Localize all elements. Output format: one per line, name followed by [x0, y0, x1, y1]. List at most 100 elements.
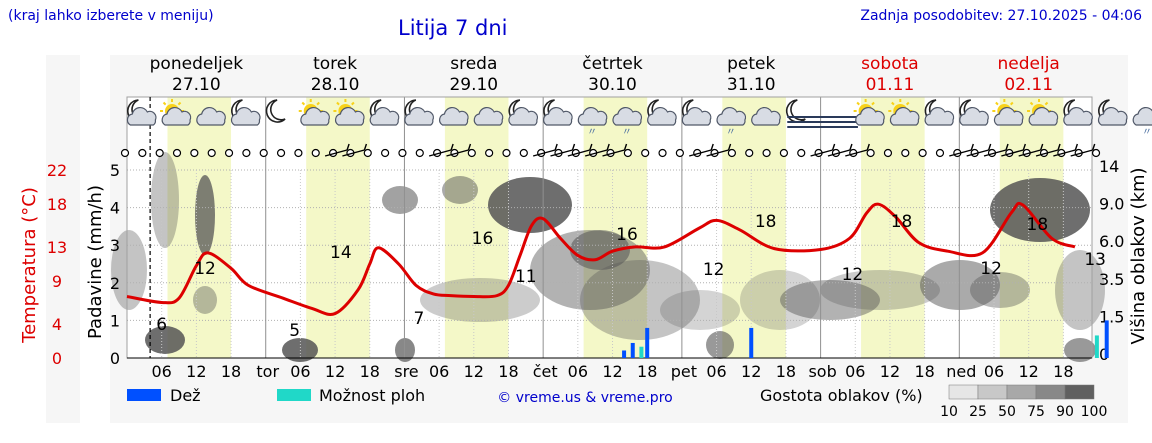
temp-value-label: 11 — [515, 267, 537, 287]
shower-bar — [1094, 335, 1099, 358]
x-hour-label: 12 — [464, 362, 484, 381]
x-hour-label: 12 — [880, 362, 900, 381]
precip-axis-title: Padavine (mm/h) — [85, 185, 106, 339]
day-name: petek — [727, 54, 775, 74]
svg-text:〃: 〃 — [587, 127, 597, 138]
precip-tick-label: 3 — [110, 236, 120, 255]
cloud-patch — [111, 230, 147, 310]
wind-calm-circle — [502, 148, 511, 158]
cloud-patch — [395, 338, 415, 362]
wind-barb — [1035, 149, 1059, 157]
x-hour-label: 12 — [186, 362, 206, 381]
wind-calm-circle — [675, 148, 684, 158]
sun-cloud-icon — [1027, 99, 1059, 126]
sun-cloud-icon — [298, 99, 330, 126]
moon-cloud-icon — [404, 99, 434, 126]
legend-shower-label: Možnost ploh — [319, 386, 425, 405]
temp-tick-label: 9 — [52, 272, 62, 291]
precip-tick-label: 2 — [110, 274, 120, 293]
wind-barb — [342, 149, 365, 157]
rain-bar — [749, 327, 754, 358]
temp-value-label: 12 — [842, 265, 864, 285]
temp-value-labels: 6 12 5 14 7 16 11 16 12 18 12 18 12 13 18 — [156, 212, 1106, 341]
wind-calm-circle — [641, 148, 650, 158]
cloud-legend-title: Gostota oblakov (%) — [760, 386, 923, 405]
x-hour-label: 18 — [1053, 362, 1073, 381]
wind-calm-circle — [294, 148, 303, 158]
cloud-legend-level: 50 — [998, 404, 1016, 420]
cloud-legend-level: 25 — [969, 404, 987, 420]
temp-axis-title: Temperatura (°C) — [19, 187, 40, 344]
wind-barb — [827, 149, 851, 157]
temp-value-label: 5 — [289, 321, 300, 341]
x-hour-label: 18 — [360, 362, 380, 381]
cloud-icon — [473, 106, 504, 126]
temp-value-label: 6 — [156, 315, 167, 335]
x-hour-label: 06 — [706, 362, 726, 381]
cloud-height-tick-label: 3.5 — [1099, 270, 1124, 289]
wind-calm-circle — [398, 148, 407, 158]
x-hour-label: 18 — [914, 362, 934, 381]
wind-barb — [567, 149, 591, 157]
temp-value-label: 18 — [891, 212, 913, 232]
daylight-band — [861, 97, 925, 358]
svg-text:〃: 〃 — [622, 127, 632, 138]
temperature-line — [126, 201, 1076, 316]
cloud-patch — [706, 331, 734, 359]
day-date: 02.11 — [1004, 75, 1053, 95]
svg-text:〃: 〃 — [1142, 127, 1152, 138]
sun-cloud-icon — [888, 99, 920, 126]
svg-text:〃: 〃 — [726, 127, 736, 138]
cloud-legend-level: 75 — [1027, 404, 1045, 420]
cloud-patch — [1064, 338, 1096, 362]
daylight-band — [444, 97, 509, 358]
precip-bars — [622, 320, 1109, 358]
rain-cloud-icon: 〃 — [716, 106, 747, 138]
wind-calm-circle — [138, 148, 147, 158]
temp-value-label: 7 — [413, 309, 424, 329]
wind-calm-circle — [779, 148, 789, 158]
wind-barb — [845, 149, 868, 157]
day-name: ponedeljek — [150, 54, 244, 74]
temp-tick-label: 22 — [47, 161, 67, 180]
cloud-icon — [196, 106, 226, 126]
cloud-patch — [970, 272, 1030, 308]
wind-calm-circle — [935, 148, 945, 158]
shower-bar — [639, 346, 644, 358]
precip-tick-label: 4 — [110, 199, 120, 218]
legend-shower-swatch — [277, 389, 311, 401]
temp-tick-label: 4 — [52, 315, 62, 334]
wind-barb — [446, 149, 469, 157]
wind-calm-circle — [797, 148, 806, 158]
moon-cloud-icon — [126, 99, 157, 126]
wind-calm-circle — [1091, 148, 1101, 158]
x-hour-label: 18 — [776, 362, 796, 381]
location-hint[interactable]: (kraj lahko izberete v meniju) — [8, 8, 214, 24]
temp-tick-label: 13 — [47, 238, 67, 257]
wind-calm-circle — [172, 148, 182, 158]
wind-barb — [689, 149, 712, 157]
wind-calm-circle — [485, 148, 494, 158]
temp-value-label: 14 — [330, 243, 352, 263]
last-updated: Zadnja posodobitev: 27.10.2025 - 04:06 — [860, 8, 1142, 24]
temp-value-label: 18 — [755, 212, 777, 232]
wind-calm-circle — [242, 148, 251, 158]
temp-value-label: 16 — [616, 225, 638, 245]
day-name: sreda — [450, 54, 497, 74]
moon-icon — [265, 99, 286, 123]
day-date: 28.10 — [311, 75, 360, 95]
cloud-legend-level: 90 — [1056, 404, 1074, 420]
x-hour-label: 18 — [221, 362, 241, 381]
wind-calm-circle — [415, 148, 424, 158]
x-hour-label: 06 — [845, 362, 865, 381]
wind-row — [120, 143, 1101, 158]
day-date: 31.10 — [727, 75, 776, 95]
cloud-patch — [740, 270, 820, 330]
wind-barb — [1001, 149, 1024, 157]
wind-calm-circle — [155, 148, 164, 158]
cloud-patch — [820, 270, 940, 310]
wind-calm-circle — [190, 148, 199, 158]
grid-lines — [127, 97, 1092, 358]
